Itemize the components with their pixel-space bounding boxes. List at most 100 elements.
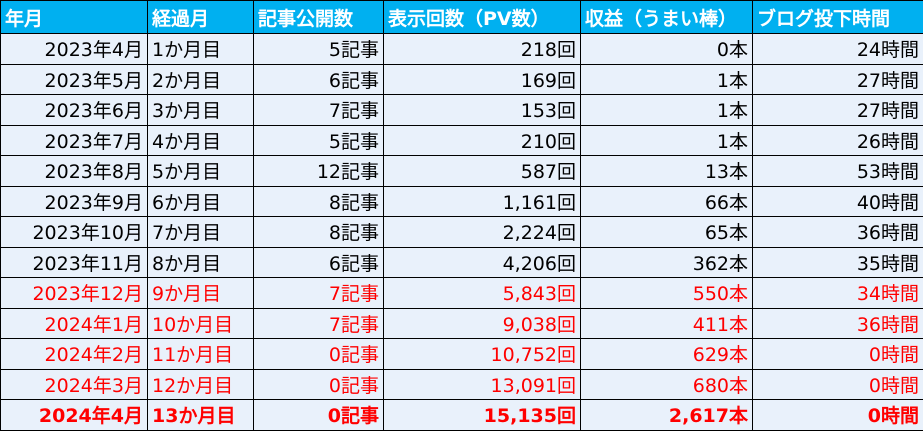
table-cell: 6記事: [253, 246, 384, 278]
table-cell: 53時間: [752, 155, 923, 187]
table-row: 2023年5月 2か月目 6記事 169回 1本 27時間: [0, 63, 923, 95]
table-cell: 218回: [383, 33, 581, 65]
table-cell: 2023年4月: [0, 33, 148, 65]
table-row: 2024年2月 11か月目 0記事 10,752回 629本 0時間: [0, 338, 923, 370]
table-cell: 1,161回: [383, 185, 581, 217]
table-cell: 2023年10月: [0, 216, 148, 248]
table-cell: 629本: [580, 338, 753, 370]
table-cell: 0記事: [253, 338, 384, 370]
table-header: 年月 経過月 記事公開数 表示回数（PV数） 収益（うまい棒） ブログ投下時間: [0, 0, 923, 34]
table-cell: 35時間: [752, 246, 923, 278]
table-cell: 2024年1月: [0, 307, 148, 339]
table-cell: 34時間: [752, 277, 923, 309]
table-row: 2023年8月 5か月目 12記事 587回 13本 53時間: [0, 155, 923, 187]
table-row: 2023年12月 9か月目 7記事 5,843回 550本 34時間: [0, 277, 923, 309]
table-cell: 550本: [580, 277, 753, 309]
table-row: 2024年3月 12か月目 0記事 13,091回 680本 0時間: [0, 368, 923, 400]
table-cell: 1か月目: [147, 33, 254, 65]
table-cell: 27時間: [752, 63, 923, 95]
table-row: 2024年1月 10か月目 7記事 9,038回 411本 36時間: [0, 307, 923, 339]
table-cell: 10,752回: [383, 338, 581, 370]
table-cell: 411本: [580, 307, 753, 339]
header-row: 年月 経過月 記事公開数 表示回数（PV数） 収益（うまい棒） ブログ投下時間: [0, 0, 923, 34]
table-cell: 0本: [580, 33, 753, 65]
table-cell: 13,091回: [383, 368, 581, 400]
table-cell: 2023年7月: [0, 124, 148, 156]
table-cell: 36時間: [752, 307, 923, 339]
table-cell: 2023年6月: [0, 94, 148, 126]
table-cell: 27時間: [752, 94, 923, 126]
table-row: 2023年6月 3か月目 7記事 153回 1本 27時間: [0, 94, 923, 126]
table-cell: 5か月目: [147, 155, 254, 187]
table-cell: 36時間: [752, 216, 923, 248]
table-cell: 2か月目: [147, 63, 254, 95]
table-cell: 1本: [580, 124, 753, 156]
table-cell: 1本: [580, 94, 753, 126]
table-cell: 0時間: [752, 399, 923, 431]
table-cell: 2024年2月: [0, 338, 148, 370]
table-cell: 8か月目: [147, 246, 254, 278]
table-row: 2023年11月 8か月目 6記事 4,206回 362本 35時間: [0, 246, 923, 278]
table-cell: 10か月目: [147, 307, 254, 339]
table-cell: 0時間: [752, 368, 923, 400]
table-cell: 9,038回: [383, 307, 581, 339]
table-cell: 7記事: [253, 94, 384, 126]
table-cell: 2023年11月: [0, 246, 148, 278]
table-body: 2023年4月 1か月目 5記事 218回 0本 24時間 2023年5月 2か月目 6記事 16…: [0, 33, 923, 431]
table-cell: 8記事: [253, 185, 384, 217]
header-cell: 経過月: [147, 0, 254, 34]
table-cell: 2024年3月: [0, 368, 148, 400]
table-cell: 4か月目: [147, 124, 254, 156]
table-cell: 40時間: [752, 185, 923, 217]
table-cell: 11か月目: [147, 338, 254, 370]
table-row: 2024年4月 13か月目 0記事 15,135回 2,617本 0時間: [0, 399, 923, 431]
table-cell: 15,135回: [383, 399, 581, 431]
table-cell: 2023年12月: [0, 277, 148, 309]
table-cell: 587回: [383, 155, 581, 187]
table-cell: 24時間: [752, 33, 923, 65]
table-cell: 1本: [580, 63, 753, 95]
table-row: 2023年10月 7か月目 8記事 2,224回 65本 36時間: [0, 216, 923, 248]
table-row: 2023年4月 1か月目 5記事 218回 0本 24時間: [0, 33, 923, 65]
table-cell: 0記事: [253, 368, 384, 400]
table-cell: 2023年9月: [0, 185, 148, 217]
table-cell: 13本: [580, 155, 753, 187]
table-cell: 26時間: [752, 124, 923, 156]
header-cell: 収益（うまい棒）: [580, 0, 753, 34]
table-cell: 5記事: [253, 33, 384, 65]
table-cell: 65本: [580, 216, 753, 248]
table-cell: 6か月目: [147, 185, 254, 217]
table-cell: 2,224回: [383, 216, 581, 248]
header-cell: 年月: [0, 0, 148, 34]
table-cell: 4,206回: [383, 246, 581, 278]
table-cell: 2,617本: [580, 399, 753, 431]
table-cell: 362本: [580, 246, 753, 278]
table-cell: 5,843回: [383, 277, 581, 309]
table-cell: 7記事: [253, 307, 384, 339]
table-row: 2023年7月 4か月目 5記事 210回 1本 26時間: [0, 124, 923, 156]
table-cell: 5記事: [253, 124, 384, 156]
table-cell: 7記事: [253, 277, 384, 309]
table-cell: 153回: [383, 94, 581, 126]
table-cell: 66本: [580, 185, 753, 217]
header-cell: ブログ投下時間: [752, 0, 923, 34]
table-cell: 210回: [383, 124, 581, 156]
table-cell: 12か月目: [147, 368, 254, 400]
table-cell: 12記事: [253, 155, 384, 187]
table-cell: 2023年5月: [0, 63, 148, 95]
table-row: 2023年9月 6か月目 8記事 1,161回 66本 40時間: [0, 185, 923, 217]
header-cell: 記事公開数: [253, 0, 384, 34]
table-cell: 7か月目: [147, 216, 254, 248]
header-cell: 表示回数（PV数）: [383, 0, 581, 34]
table-cell: 169回: [383, 63, 581, 95]
table-cell: 680本: [580, 368, 753, 400]
table-cell: 9か月目: [147, 277, 254, 309]
table-cell: 6記事: [253, 63, 384, 95]
table-cell: 3か月目: [147, 94, 254, 126]
table-cell: 13か月目: [147, 399, 254, 431]
table-cell: 0記事: [253, 399, 384, 431]
table-cell: 0時間: [752, 338, 923, 370]
table-cell: 2023年8月: [0, 155, 148, 187]
